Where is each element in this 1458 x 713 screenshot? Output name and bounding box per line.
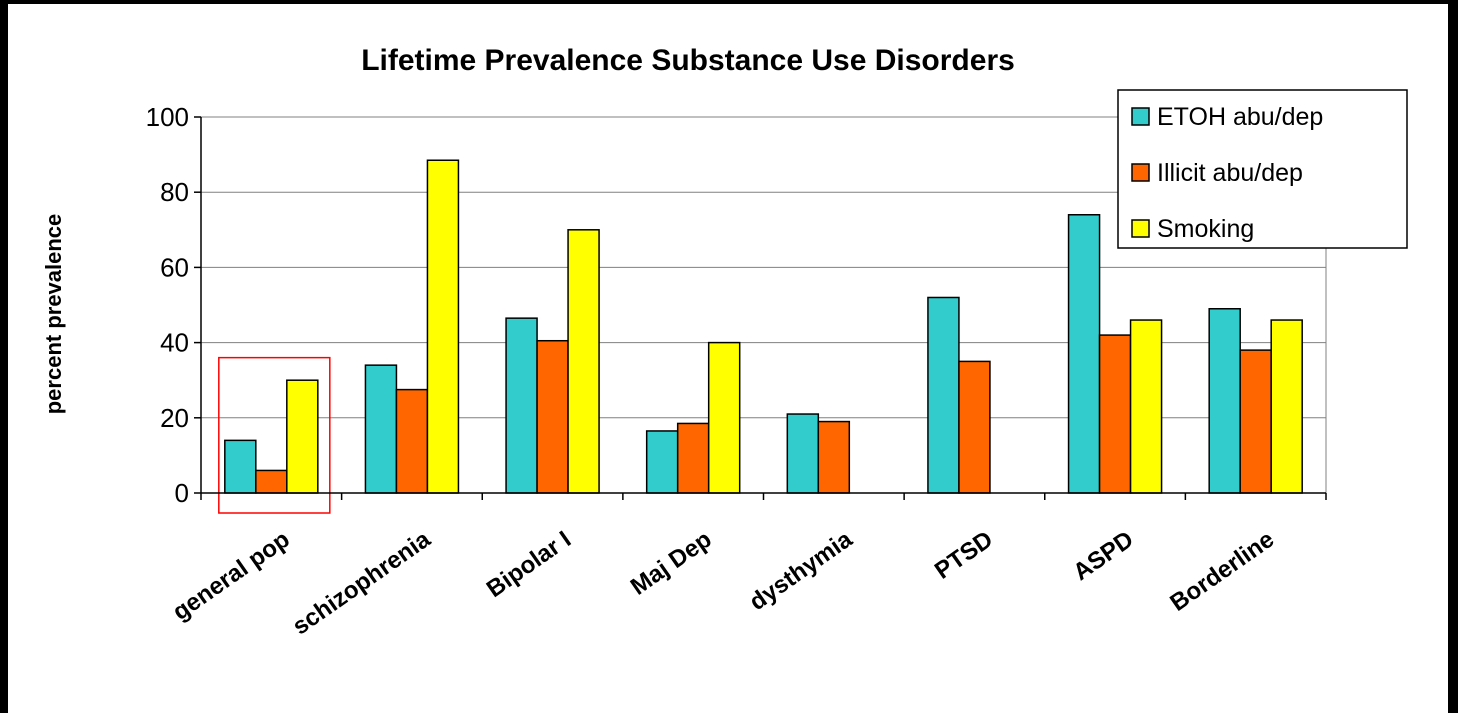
slide-frame: Lifetime Prevalence Substance Use Disord… [8,4,1448,713]
legend-swatch [1131,163,1150,182]
x-tick-label: ASPD [1068,526,1138,586]
bar [286,379,319,494]
bar [224,439,257,494]
y-tick-label: 60 [160,252,189,282]
bar [817,420,851,494]
bar [426,159,460,494]
bar [1208,308,1241,494]
x-tick-label: PTSD [930,526,998,585]
x-tick-label: general pop [168,526,295,626]
legend-swatch [1131,219,1150,238]
x-tick-label: Maj Dep [626,526,717,601]
legend: ETOH abu/dep Illicit abu/dep Smoking [1117,89,1408,249]
legend-box [1117,89,1408,249]
chart: Lifetime Prevalence Substance Use Disord… [41,44,1408,640]
bar [395,388,429,494]
highlight-box [218,356,331,514]
legend-label: Illicit abu/dep [1157,159,1303,187]
bar [1239,349,1272,494]
bar [927,296,960,494]
legend-label: Smoking [1157,215,1254,243]
bar [1067,214,1101,494]
x-tick-label: Borderline [1165,526,1279,617]
bar [958,360,991,494]
x-tick-label: Bipolar I [482,526,576,603]
bar [1270,319,1303,494]
chart-title: Lifetime Prevalence Substance Use Disord… [361,44,1015,77]
bar [567,229,600,494]
axes: 0 20 40 60 80 100 [146,102,1327,508]
bar [364,364,398,494]
x-tick-label: schizophrenia [288,525,436,640]
bars [218,159,1303,514]
y-tick-label: 100 [146,102,189,132]
bar [255,469,288,494]
bar [786,413,820,494]
bar [505,317,538,494]
y-axis-label: percent prevalence [41,214,66,415]
bar [1129,319,1163,494]
legend-label: ETOH abu/dep [1157,103,1323,131]
bar [645,430,679,494]
bar [707,341,741,494]
bar [676,422,710,494]
bar [1098,334,1132,494]
y-tick-label: 20 [160,403,189,433]
bar [536,339,569,494]
x-tick-label: dysthymia [745,525,858,616]
y-tick-label: 80 [160,177,189,207]
legend-swatch [1131,107,1150,126]
y-tick-label: 40 [160,328,189,358]
y-tick-label: 0 [175,478,189,508]
